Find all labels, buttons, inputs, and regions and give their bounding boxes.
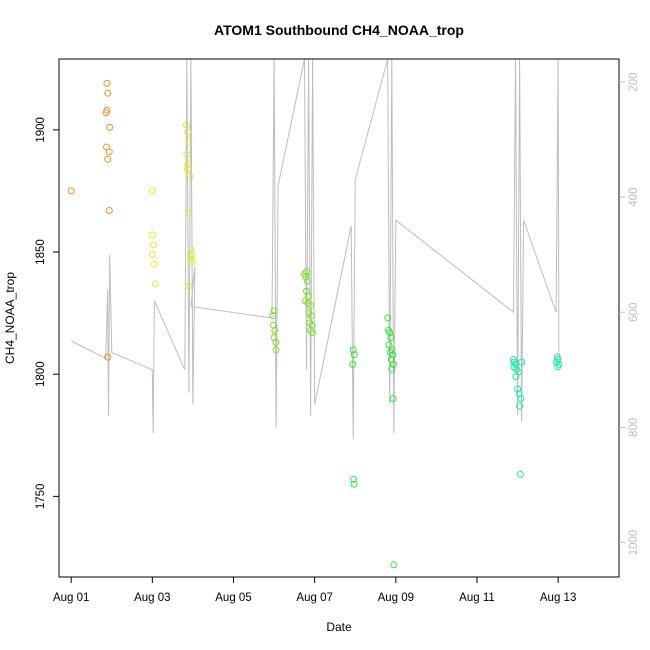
- chart-title: ATOM1 Southbound CH4_NOAA_trop: [214, 22, 464, 38]
- data-point: [148, 251, 156, 258]
- x-axis-label: Date: [326, 620, 352, 634]
- data-point: [350, 480, 358, 488]
- right-y-tick-label: 800: [628, 418, 640, 437]
- data-point: [186, 172, 194, 180]
- data-point: [183, 165, 191, 173]
- data-point: [554, 363, 562, 371]
- data-point: [390, 561, 398, 569]
- data-point: [150, 241, 158, 249]
- data-point: [516, 470, 524, 478]
- data-point: [184, 128, 192, 136]
- data-point: [182, 121, 190, 129]
- data-point: [184, 160, 192, 168]
- data-point: [387, 334, 395, 341]
- data-point: [303, 277, 311, 285]
- data-point: [309, 329, 317, 337]
- data-point: [306, 319, 314, 327]
- plot-area: Aug 01 Aug 03 Aug 05 Aug 07 Aug 09 Aug 11 Aug …: [35, 58, 640, 604]
- right-y-tick-label: 1000: [628, 530, 640, 556]
- data-point: [102, 109, 110, 117]
- data-point: [350, 475, 358, 483]
- data-point: [305, 292, 313, 300]
- data-point: [349, 346, 357, 354]
- x-tick-label: Aug 03: [134, 592, 170, 604]
- data-point: [67, 187, 75, 195]
- data-point: [386, 329, 394, 337]
- data-point: [389, 351, 397, 359]
- data-point: [185, 138, 193, 146]
- data-point: [349, 360, 357, 368]
- data-point: [105, 207, 113, 214]
- data-point: [512, 373, 520, 381]
- x-tick-label: Aug 07: [296, 592, 332, 604]
- data-point: [185, 282, 193, 290]
- data-point: [270, 334, 278, 341]
- data-point: [517, 395, 525, 403]
- data-point: [151, 280, 159, 288]
- right-y-tick-label: 400: [628, 188, 640, 207]
- data-point: [105, 148, 113, 156]
- data-point: [307, 312, 315, 320]
- data-point: [271, 326, 279, 334]
- data-point: [308, 321, 316, 329]
- data-point: [307, 302, 315, 310]
- data-point: [515, 390, 523, 398]
- y-tick-label: 1750: [35, 484, 47, 510]
- y-tick-label: 1850: [35, 239, 47, 265]
- data-point: [269, 321, 277, 329]
- x-tick-label: Aug 05: [215, 592, 251, 604]
- data-point: [104, 89, 112, 97]
- y-axis-label: CH4_NOAA_trop: [3, 272, 17, 364]
- data-point: [272, 338, 280, 346]
- data-point: [148, 231, 156, 239]
- data-point: [104, 353, 112, 361]
- data-point: [518, 358, 526, 366]
- data-point: [187, 246, 195, 254]
- pressure-trajectory-line: [70, 59, 560, 439]
- data-point: [150, 260, 158, 268]
- data-point: [269, 312, 277, 320]
- data-point: [103, 79, 111, 87]
- y-tick-label: 1900: [35, 117, 47, 143]
- data-point: [104, 155, 112, 163]
- x-tick-label: Aug 01: [53, 592, 89, 604]
- data-point: [188, 251, 196, 258]
- data-point: [516, 402, 524, 410]
- x-tick-label: Aug 13: [540, 592, 576, 604]
- data-point: [388, 365, 396, 373]
- data-point: [272, 346, 280, 354]
- data-point: [389, 395, 397, 403]
- x-tick-label: Aug 09: [378, 592, 414, 604]
- data-point: [184, 209, 192, 217]
- right-y-tick-label: 600: [628, 303, 640, 322]
- data-point: [514, 385, 522, 393]
- data-point: [183, 150, 191, 158]
- plot-frame: [58, 58, 620, 578]
- data-point: [270, 307, 278, 315]
- data-point: [350, 351, 358, 359]
- data-point: [148, 187, 156, 195]
- data-point: [106, 123, 114, 131]
- data-point: [553, 358, 560, 366]
- data-point: [302, 273, 310, 280]
- x-tick-label: Aug 11: [459, 592, 495, 604]
- data-point: [389, 360, 397, 368]
- data-point: [384, 314, 392, 322]
- right-y-tick-label: 200: [628, 72, 640, 91]
- y-tick-label: 1800: [35, 361, 47, 387]
- data-point: [189, 258, 196, 266]
